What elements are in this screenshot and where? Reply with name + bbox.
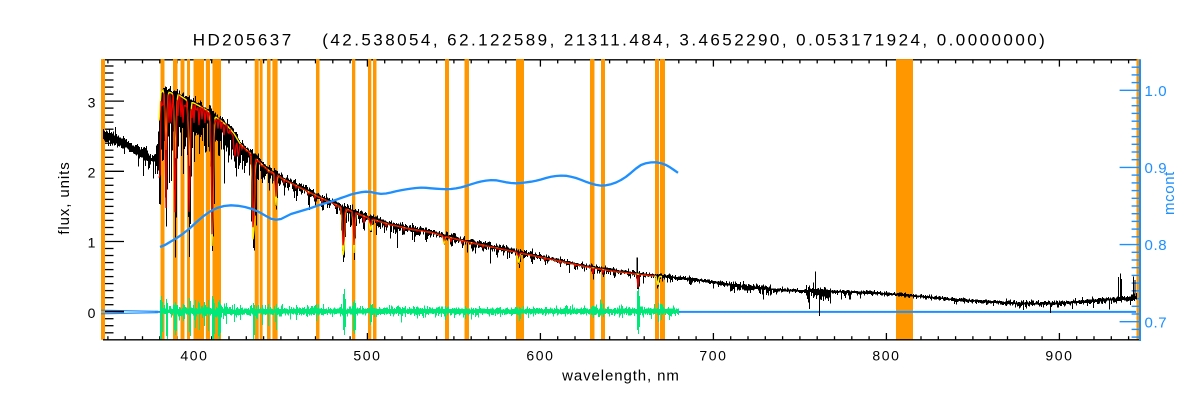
svg-text:400: 400 <box>180 348 208 364</box>
svg-text:flux, units: flux, units <box>56 161 73 234</box>
svg-text:700: 700 <box>699 348 727 364</box>
svg-text:0.7: 0.7 <box>1145 314 1168 331</box>
svg-text:800: 800 <box>872 348 900 364</box>
svg-text:3: 3 <box>88 94 97 110</box>
svg-text:HD205637 (42.538054, 62.122: HD205637 (42.538054, 62.122589, 21311.48… <box>193 31 1048 50</box>
svg-text:1: 1 <box>88 235 97 251</box>
svg-text:500: 500 <box>353 348 381 364</box>
svg-text:mcont: mcont <box>1161 171 1178 215</box>
svg-text:wavelength, nm: wavelength, nm <box>561 368 680 385</box>
svg-text:900: 900 <box>1045 348 1073 364</box>
svg-text:600: 600 <box>526 348 554 364</box>
svg-text:2: 2 <box>88 165 97 181</box>
svg-text:0.9: 0.9 <box>1145 160 1168 177</box>
svg-text:0: 0 <box>88 305 97 321</box>
svg-text:0.8: 0.8 <box>1145 237 1168 254</box>
svg-text:1.0: 1.0 <box>1145 83 1168 100</box>
